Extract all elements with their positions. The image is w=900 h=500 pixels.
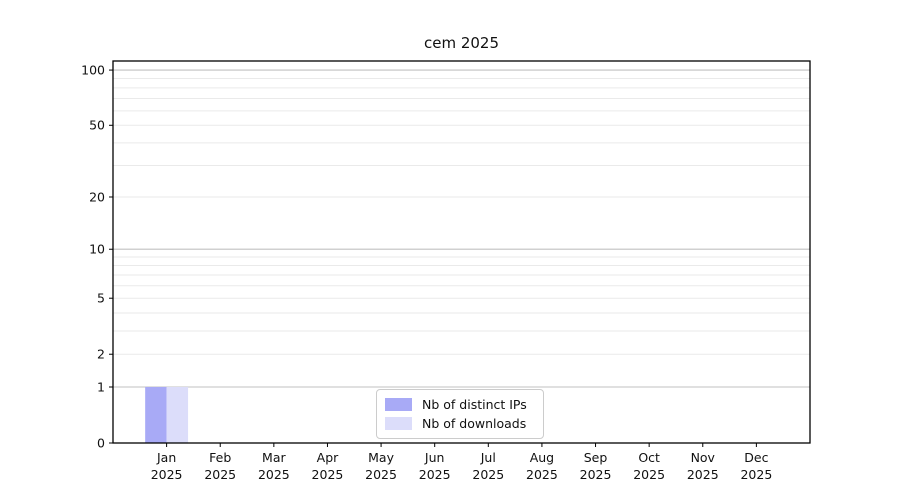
x-tick-label-year: 2025 — [419, 467, 451, 482]
bar-downloads-jan — [166, 386, 189, 443]
x-tick-label-year: 2025 — [580, 467, 612, 482]
legend-swatch-downloads — [385, 417, 412, 430]
x-tick-label-month: Oct — [638, 450, 660, 465]
x-tick-label-month: Sep — [584, 450, 608, 465]
x-tick-label-year: 2025 — [687, 467, 719, 482]
y-tick-label: 100 — [81, 62, 105, 77]
x-tick-label-month: Aug — [530, 450, 554, 465]
x-tick-label-month: Jun — [424, 450, 445, 465]
x-tick-label-year: 2025 — [204, 467, 236, 482]
x-tick-label-year: 2025 — [365, 467, 397, 482]
x-tick-label-month: Feb — [209, 450, 231, 465]
x-tick-label-month: Mar — [262, 450, 286, 465]
x-tick-label-month: May — [368, 450, 394, 465]
y-tick-label: 20 — [89, 189, 105, 204]
x-tick-label-year: 2025 — [472, 467, 504, 482]
x-tick-label-month: Jan — [156, 450, 176, 465]
y-tick-label: 0 — [97, 435, 105, 450]
x-tick-label-month: Dec — [744, 450, 768, 465]
chart-title: cem 2025 — [423, 34, 500, 52]
x-tick-label-month: Apr — [317, 450, 339, 465]
y-tick-label: 5 — [97, 291, 105, 306]
legend-label-downloads: Nb of downloads — [422, 416, 527, 431]
bar-distinct-ips-jan — [145, 386, 167, 443]
y-tick-label: 2 — [97, 347, 105, 362]
legend-label-distinct-ips: Nb of distinct IPs — [422, 397, 527, 412]
x-tick-label-month: Nov — [691, 450, 716, 465]
plot-frame — [112, 60, 811, 444]
x-tick-label-year: 2025 — [633, 467, 665, 482]
x-tick-label-year: 2025 — [151, 467, 183, 482]
x-tick-label-year: 2025 — [258, 467, 290, 482]
legend-item-distinct-ips: Nb of distinct IPs — [385, 395, 534, 414]
y-tick-label: 50 — [89, 118, 105, 133]
x-tick-label-year: 2025 — [740, 467, 772, 482]
x-tick-label-month: Jul — [480, 450, 496, 465]
legend-item-downloads: Nb of downloads — [385, 414, 534, 433]
legend: Nb of distinct IPs Nb of downloads — [376, 389, 544, 439]
x-tick-label-year: 2025 — [526, 467, 558, 482]
y-tick-label: 1 — [97, 379, 105, 394]
legend-swatch-distinct-ips — [385, 398, 412, 411]
y-tick-label: 10 — [89, 242, 105, 257]
x-tick-label-year: 2025 — [312, 467, 344, 482]
